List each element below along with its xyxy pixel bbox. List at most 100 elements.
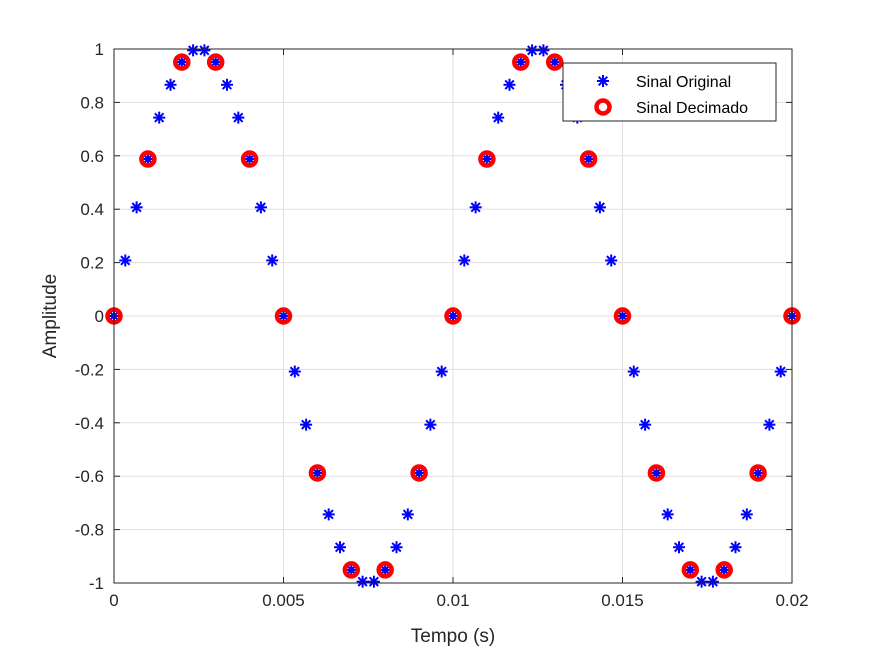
y-tick-labels: -1 -0.8 -0.6 -0.4 -0.2 0 0.2 0.4 0.6 0.8 1 (75, 40, 104, 593)
data-point-original (537, 44, 550, 57)
x-tick-label: 0.02 (775, 591, 808, 610)
data-point-original-overlap (348, 566, 355, 574)
y-tick-label: 0 (95, 307, 104, 326)
y-tick-label: 0.2 (80, 254, 104, 273)
data-point-original (288, 365, 301, 378)
data-point-decimado (342, 561, 361, 579)
data-point-decimado (444, 307, 462, 325)
data-point-original-overlap (483, 155, 491, 163)
data-point-decimado (647, 464, 666, 482)
data-point-decimado (715, 561, 733, 579)
y-tick-label: -0.8 (75, 521, 104, 540)
data-point-decimado (512, 53, 530, 71)
data-point-original-overlap (517, 58, 524, 66)
data-point-original (706, 575, 719, 588)
data-point-decimado (376, 561, 394, 579)
data-point-original (220, 78, 233, 91)
y-tick-label: -0.2 (75, 360, 104, 379)
data-point-original-overlap (415, 469, 423, 477)
data-point-decimado (681, 561, 700, 579)
data-point-original (334, 541, 347, 554)
data-point-original-overlap (314, 469, 321, 477)
data-point-original-overlap (687, 566, 694, 574)
data-point-original-overlap (246, 155, 253, 163)
y-tick-label: -1 (89, 574, 104, 593)
data-point-original-overlap (653, 469, 660, 477)
data-point-original (164, 78, 177, 91)
data-point-original (763, 418, 776, 431)
data-point-original (390, 541, 403, 554)
data-point-original (458, 254, 471, 267)
data-point-original (322, 508, 335, 521)
data-point-original-overlap (551, 58, 558, 66)
axis-ticks (113, 48, 793, 584)
data-point-original (266, 254, 279, 267)
data-point-decimado (206, 53, 225, 71)
legend-marker-sinal-original (597, 75, 609, 87)
data-point-original (740, 508, 753, 521)
y-tick-label: 0.4 (80, 200, 104, 219)
data-point-original (661, 508, 674, 521)
data-point-original-overlap (144, 155, 152, 163)
data-point-original-overlap (449, 312, 457, 320)
data-point-decimado (613, 307, 632, 325)
data-point-decimado (240, 150, 259, 168)
data-point-decimado (749, 464, 767, 482)
data-point-original-overlap (178, 58, 185, 66)
data-point-original (300, 418, 313, 431)
data-point-original (119, 254, 132, 267)
data-point-decimado (545, 53, 564, 71)
data-point-original (254, 201, 267, 214)
data-point-original (729, 541, 742, 554)
data-point-original (469, 201, 482, 214)
legend-asterisk (597, 75, 609, 87)
data-point-original (526, 44, 539, 57)
data-point-original-overlap (212, 58, 219, 66)
data-point-original-overlap (382, 566, 389, 574)
y-tick-label: 0.8 (80, 93, 104, 112)
data-point-original (367, 575, 380, 588)
y-tick-label: -0.6 (75, 467, 104, 486)
data-point-original (673, 541, 686, 554)
data-point-original (593, 201, 606, 214)
y-tick-label: -0.4 (75, 414, 104, 433)
data-point-original-overlap (721, 566, 728, 574)
x-axis-label: Tempo (s) (411, 626, 495, 647)
data-point-original (627, 365, 640, 378)
data-point-decimado (478, 150, 496, 168)
data-point-original-overlap (754, 469, 762, 477)
data-point-original-overlap (280, 312, 287, 320)
y-tick-label: 0.6 (80, 147, 104, 166)
data-point-original (492, 111, 505, 124)
legend-marker-sinal-decimado (594, 98, 612, 116)
data-point-decimado (139, 150, 157, 168)
data-point-original (187, 44, 200, 57)
data-point-original (639, 418, 652, 431)
x-tick-label: 0.015 (601, 591, 644, 610)
legend-ring (594, 98, 612, 116)
data-point-original (153, 111, 166, 124)
x-tick-label: 0 (109, 591, 118, 610)
data-point-original (130, 201, 143, 214)
data-point-original (401, 508, 414, 521)
legend-label-sinal-decimado: Sinal Decimado (636, 100, 748, 117)
x-tick-label: 0.01 (436, 591, 469, 610)
y-tick-label: 1 (95, 40, 104, 59)
data-point-original (232, 111, 245, 124)
data-point-original (774, 365, 787, 378)
legend-label-sinal-original: Sinal Original (636, 74, 731, 91)
data-point-original-overlap (619, 312, 626, 320)
x-tick-label: 0.005 (262, 591, 305, 610)
data-point-decimado (579, 150, 598, 168)
data-point-original (695, 575, 708, 588)
data-point-original (424, 418, 437, 431)
legend: Sinal Original Sinal Decimado (562, 62, 777, 122)
y-axis-label: Amplitude (40, 274, 61, 359)
data-point-original (605, 254, 618, 267)
data-point-original (198, 44, 211, 57)
data-point-original (503, 78, 516, 91)
data-point-decimado (274, 307, 293, 325)
data-point-decimado (410, 464, 428, 482)
